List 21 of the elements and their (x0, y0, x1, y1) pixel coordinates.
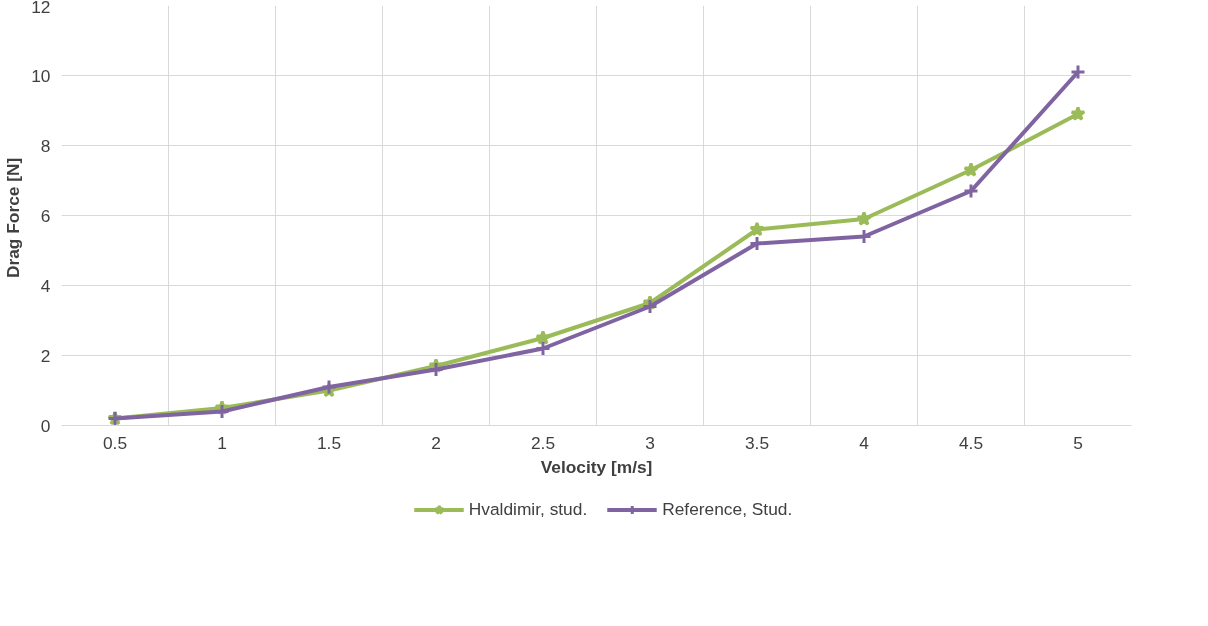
x-tick-label: 4.5 (958, 432, 984, 453)
x-tick-label: 5 (1073, 432, 1083, 453)
x-tick-label: 3 (645, 432, 655, 453)
x-tick-label: 1.5 (316, 432, 342, 453)
x-tick-label: 3.5 (744, 432, 770, 453)
y-axis-title: Drag Force [N] (3, 157, 24, 279)
x-tick-label: 4 (859, 432, 870, 453)
x-axis-title: Velocity [m/s] (540, 456, 653, 477)
y-tick-label: 12 (31, 0, 51, 17)
y-tick-label: 2 (40, 345, 51, 366)
y-tick-label: 4 (40, 275, 51, 296)
y-tick-label: 6 (40, 205, 51, 226)
x-tick-label: 2.5 (530, 432, 556, 453)
x-tick-label: 2 (431, 432, 441, 453)
y-tick-label: 10 (31, 65, 51, 86)
x-tick-label: 1 (217, 432, 227, 453)
y-tick-label: 0 (40, 415, 51, 436)
legend-label: Reference, Stud. (662, 498, 793, 520)
legend-label: Hvaldimir, stud. (468, 498, 588, 520)
x-tick-label: 0.5 (102, 432, 128, 453)
y-tick-label: 8 (40, 135, 51, 156)
